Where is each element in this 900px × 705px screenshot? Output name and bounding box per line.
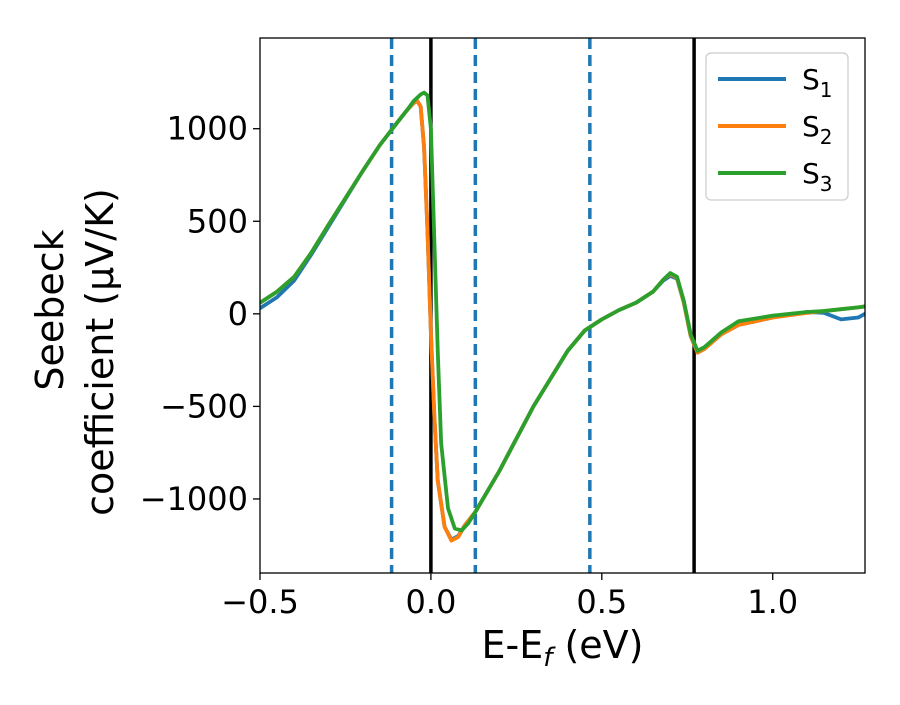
- legend: S1 S2 S3: [705, 52, 849, 201]
- axis-ticks: −0.5 0.0 0.5 1.0 1000 500 0 −500 −1000: [140, 110, 798, 621]
- legend-label-s3: S3: [802, 157, 833, 196]
- x-axis-label-main: E-E: [482, 623, 544, 667]
- plot-frame: [259, 37, 866, 574]
- y-tick-label: −500: [160, 387, 248, 425]
- y-axis-label-line1: Seebeck: [28, 229, 72, 390]
- x-axis-label: E-Ef (eV): [482, 623, 644, 673]
- axis-labels: E-Ef (eV) Seebeck coefficient (μV/K): [28, 188, 644, 673]
- series-line-s3: [260, 90, 865, 533]
- x-axis-label-unit: (eV): [552, 623, 643, 667]
- y-tick-label: 0: [228, 295, 248, 333]
- x-tick-label: 1.0: [747, 583, 798, 621]
- y-tick-label: 500: [187, 202, 248, 240]
- x-tick-label: −0.5: [221, 583, 299, 621]
- legend-label-s1: S1: [802, 63, 833, 102]
- y-axis-label-line2: coefficient (μV/K): [78, 188, 122, 516]
- y-tick-label: −1000: [140, 480, 248, 518]
- x-tick-label: 0.5: [576, 583, 627, 621]
- plot-marks: [260, 38, 865, 573]
- y-tick-label: 1000: [167, 110, 248, 148]
- x-tick-label: 0.0: [405, 583, 456, 621]
- legend-label-s2: S2: [802, 110, 833, 149]
